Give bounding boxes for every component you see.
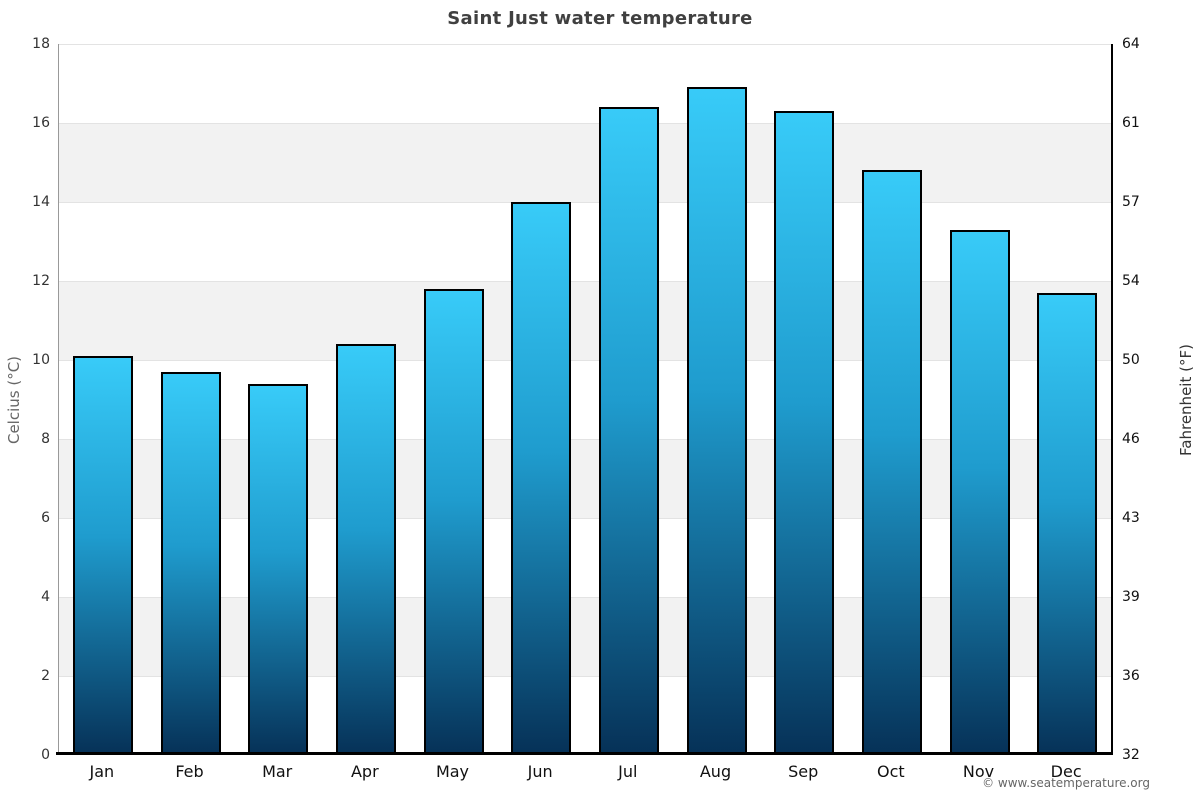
x-label-nov: Nov [962,762,995,781]
y-tick-left-2: 2 [41,668,50,684]
y-tick-right-50: 50 [1122,352,1140,368]
bar-mar [248,383,309,755]
y-tick-left-6: 6 [41,510,50,526]
grid-line [59,281,1111,282]
x-label-feb: Feb [175,762,204,781]
bar-sep [774,111,835,755]
plot-area [58,44,1113,755]
background-band [59,676,1111,755]
background-band [59,44,1111,123]
x-label-may: May [435,762,470,781]
bar-jun [511,202,572,755]
x-label-jan: Jan [89,762,115,781]
background-band [59,597,1111,676]
background-band [59,439,1111,518]
y-tick-left-18: 18 [32,36,50,52]
y-axis-left-title: Celcius (°C) [5,355,23,445]
grid-line [59,123,1111,124]
y-tick-left-8: 8 [41,431,50,447]
y-tick-left-10: 10 [32,352,50,368]
x-label-apr: Apr [350,762,379,781]
y-tick-right-46: 46 [1122,431,1140,447]
y-tick-right-32: 32 [1122,747,1140,763]
bar-jan [72,356,133,755]
grid-lines-layer [59,44,1111,755]
x-label-mar: Mar [262,762,293,781]
y-tick-left-14: 14 [32,194,50,210]
x-label-aug: Aug [699,762,732,781]
grid-line [59,360,1111,361]
y-tick-right-43: 43 [1122,510,1140,526]
bar-feb [160,371,221,755]
y-tick-right-36: 36 [1122,668,1140,684]
bar-may [423,288,484,755]
x-axis-line [56,752,1112,755]
grid-line [59,202,1111,203]
background-bands-layer [59,44,1111,755]
x-label-dec: Dec [1050,762,1082,781]
y-tick-right-54: 54 [1122,273,1140,289]
x-label-oct: Oct [876,762,905,781]
bar-jul [598,107,659,755]
grid-line [59,44,1111,45]
bar-dec [1037,292,1098,755]
bar-apr [335,344,396,755]
bar-aug [686,87,747,755]
chart-title: Saint Just water temperature [447,8,753,29]
background-band [59,202,1111,281]
x-label-jun: Jun [527,762,553,781]
x-label-sep: Sep [788,762,819,781]
y-tick-left-12: 12 [32,273,50,289]
grid-line [59,518,1111,519]
y-tick-right-64: 64 [1122,36,1140,52]
footer-credit: © www.seatemperature.org [982,776,1150,790]
y-tick-right-39: 39 [1122,589,1140,605]
bars-layer [59,44,1111,755]
background-band [59,123,1111,202]
bar-nov [949,229,1010,755]
bar-oct [861,170,922,755]
grid-line [59,676,1111,677]
background-band [59,518,1111,597]
y-axis-right-title: Fahrenheit (°F) [1177,344,1195,456]
y-tick-left-4: 4 [41,589,50,605]
background-band [59,360,1111,439]
x-label-jul: Jul [618,762,638,781]
grid-line [59,597,1111,598]
y-tick-left-16: 16 [32,115,50,131]
background-band [59,281,1111,360]
y-tick-left-0: 0 [41,747,50,763]
y-tick-right-61: 61 [1122,115,1140,131]
y-tick-right-57: 57 [1122,194,1140,210]
grid-line [59,439,1111,440]
